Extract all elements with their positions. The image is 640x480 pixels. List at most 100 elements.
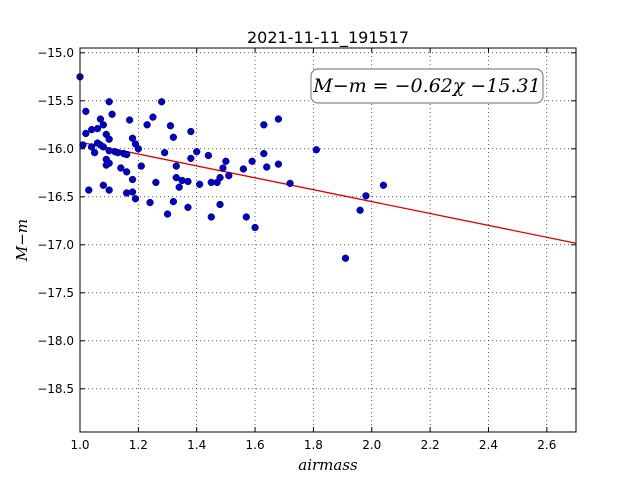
data-point bbox=[193, 148, 201, 156]
x-tick-label: 2.0 bbox=[362, 438, 381, 452]
data-point bbox=[263, 163, 271, 171]
data-point bbox=[216, 173, 224, 182]
data-point bbox=[222, 157, 230, 165]
data-point bbox=[251, 223, 259, 232]
data-point bbox=[274, 160, 283, 168]
chart-title: 2021-11-11_191517 bbox=[247, 28, 409, 48]
data-point bbox=[248, 157, 256, 165]
data-points bbox=[76, 73, 388, 262]
data-point bbox=[123, 168, 131, 176]
y-tick-label: −16.5 bbox=[37, 190, 74, 204]
x-tick-labels: 1.0 1.2 1.4 1.6 1.8 2.0 2.2 2.4 2.6 bbox=[70, 438, 556, 452]
data-point bbox=[105, 159, 113, 167]
data-point bbox=[169, 133, 178, 141]
axis-ticks bbox=[79, 48, 576, 432]
data-point bbox=[105, 98, 113, 106]
data-point bbox=[356, 206, 364, 214]
data-point bbox=[79, 141, 87, 149]
data-point bbox=[99, 143, 107, 151]
x-tick-label: 1.2 bbox=[129, 438, 148, 452]
data-point bbox=[90, 148, 99, 157]
data-point bbox=[85, 186, 93, 194]
plot-frame bbox=[79, 47, 577, 433]
gridlines bbox=[80, 48, 576, 432]
data-point bbox=[93, 124, 102, 133]
data-point bbox=[172, 162, 180, 170]
x-tick-label: 2.2 bbox=[421, 438, 440, 452]
data-point bbox=[312, 146, 320, 154]
data-point bbox=[128, 188, 137, 196]
data-point bbox=[242, 213, 250, 221]
y-tick-label: −16.0 bbox=[37, 142, 74, 156]
y-tick-label: −15.0 bbox=[37, 46, 74, 60]
data-point bbox=[128, 134, 137, 142]
data-point bbox=[239, 165, 248, 173]
data-point bbox=[169, 197, 178, 206]
fit-line-group bbox=[79, 141, 577, 244]
fit-line bbox=[79, 141, 577, 244]
data-point bbox=[96, 115, 105, 123]
fit-annotation-box bbox=[310, 68, 544, 104]
data-point bbox=[117, 164, 125, 172]
fit-annotation: M−m = −0.62χ −15.31 bbox=[310, 68, 544, 104]
data-point bbox=[207, 213, 215, 221]
data-point bbox=[125, 116, 134, 124]
data-point bbox=[134, 145, 143, 153]
data-point bbox=[163, 210, 172, 218]
data-point bbox=[82, 129, 90, 138]
data-point bbox=[131, 195, 140, 203]
x-tick-label: 1.0 bbox=[70, 438, 89, 452]
data-point bbox=[149, 113, 157, 121]
data-point bbox=[274, 115, 283, 123]
data-point bbox=[108, 110, 116, 118]
data-point bbox=[187, 127, 195, 136]
data-point bbox=[143, 121, 151, 129]
data-point bbox=[187, 154, 195, 163]
data-point bbox=[172, 173, 180, 182]
data-point bbox=[195, 180, 204, 188]
data-point bbox=[341, 254, 350, 262]
data-point bbox=[82, 107, 90, 116]
y-tick-label: −17.5 bbox=[37, 286, 74, 300]
data-point bbox=[184, 203, 192, 212]
data-point bbox=[146, 198, 154, 207]
y-tick-label: −18.0 bbox=[37, 334, 74, 348]
data-point bbox=[137, 162, 145, 170]
data-point bbox=[175, 183, 183, 191]
y-tick-label: −18.5 bbox=[37, 382, 74, 396]
data-point bbox=[99, 181, 107, 189]
data-point bbox=[99, 121, 107, 129]
x-tick-label: 1.8 bbox=[304, 438, 323, 452]
data-point bbox=[216, 200, 224, 209]
data-point bbox=[362, 192, 370, 200]
data-point bbox=[260, 121, 268, 129]
fit-annotation-text: M−m = −0.62χ −15.31 bbox=[312, 75, 540, 97]
x-tick-label: 2.4 bbox=[479, 438, 498, 452]
data-point bbox=[152, 178, 160, 187]
data-point bbox=[379, 181, 388, 189]
data-point bbox=[158, 98, 166, 106]
data-point bbox=[184, 177, 192, 186]
data-point bbox=[204, 151, 213, 160]
data-point bbox=[160, 148, 169, 157]
data-point bbox=[88, 143, 96, 151]
data-point bbox=[225, 172, 233, 180]
y-tick-labels: −15.0 −15.5 −16.0 −16.5 −17.0 −17.5 −18.0 −18.5 bbox=[37, 46, 74, 396]
data-point bbox=[166, 122, 175, 130]
data-point bbox=[128, 175, 137, 184]
data-point bbox=[105, 135, 113, 143]
y-tick-label: −15.5 bbox=[37, 94, 74, 108]
x-tick-label: 1.6 bbox=[246, 438, 265, 452]
y-axis-label: M−m bbox=[13, 219, 31, 262]
data-point bbox=[219, 164, 227, 172]
x-tick-label: 2.6 bbox=[537, 438, 556, 452]
data-point bbox=[105, 186, 113, 194]
data-point bbox=[260, 149, 268, 158]
plot-area bbox=[80, 48, 576, 432]
data-point bbox=[123, 150, 131, 159]
y-tick-label: −17.0 bbox=[37, 238, 74, 252]
x-tick-label: 1.4 bbox=[187, 438, 206, 452]
data-point bbox=[286, 179, 294, 188]
x-axis-label: airmass bbox=[298, 456, 358, 474]
